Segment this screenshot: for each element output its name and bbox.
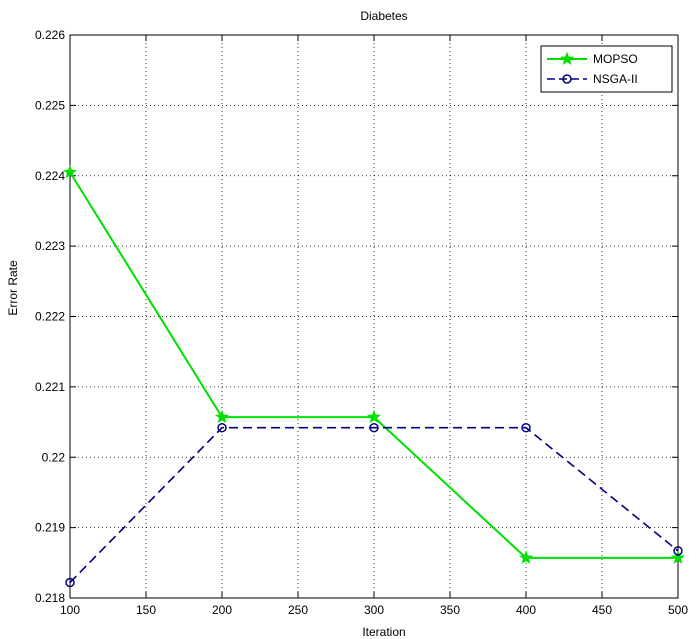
y-tick-label: 0.222 [35,310,65,324]
data-point [670,550,686,564]
y-tick-label: 0.223 [35,239,65,253]
data-point [214,409,230,424]
data-point [65,577,75,588]
x-tick-label: 150 [136,603,156,617]
legend-marker [562,74,572,84]
y-tick-label: 0.22 [42,450,66,464]
series-line [69,426,679,584]
legend-label: NSGA-II [593,72,638,86]
y-tick-label: 0.224 [35,169,65,183]
grid [70,35,678,598]
x-tick-label: 300 [364,603,384,617]
y-tick-label: 0.225 [35,98,65,112]
legend: MOPSO NSGA-II [540,45,673,93]
y-tick-label: 0.221 [35,380,65,394]
x-tick-label: 200 [212,603,232,617]
data-point [521,422,531,433]
x-axis-title: Iteration [362,625,405,639]
chart-title: Diabetes [360,9,407,23]
legend-label: MOPSO [593,52,638,66]
data-point [518,550,534,564]
series-group [62,164,686,588]
y-tick-label: 0.219 [35,521,65,535]
axis-ticks: 100 150 200 250 300 350 400 450 500 0.218 0.219 0.2… [35,28,688,617]
series-nsga-ii [65,422,683,588]
data-point [217,422,227,433]
data-point [673,546,683,556]
y-tick-label: 0.218 [35,591,65,605]
x-tick-label: 450 [592,603,612,617]
y-tick-label: 0.226 [35,28,65,42]
x-tick-label: 500 [668,603,688,617]
x-tick-label: 250 [288,603,308,617]
x-tick-label: 100 [60,603,80,617]
legend-marker [559,51,575,66]
x-tick-label: 350 [440,603,460,617]
data-point [62,164,78,179]
data-point [369,422,379,433]
y-axis-title: Error Rate [6,260,20,316]
series-mopso [62,164,686,564]
data-point [366,409,382,424]
legend-box [540,45,673,93]
x-tick-label: 400 [516,603,536,617]
